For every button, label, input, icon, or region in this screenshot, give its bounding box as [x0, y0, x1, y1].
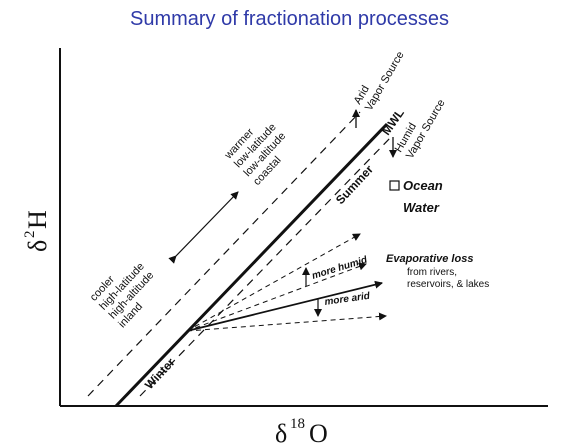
x-axis-label: δ 18 O	[275, 416, 328, 448]
evap-line-main	[186, 280, 383, 332]
evap-line-mid-humid	[186, 262, 367, 332]
ocean-water-marker	[389, 180, 400, 191]
svg-text:δ: δ	[23, 240, 52, 252]
more-humid-label: more humid	[311, 254, 370, 282]
mwl-line	[114, 122, 389, 408]
more-arid-label: more arid	[324, 291, 372, 308]
ocean-label: Ocean	[403, 178, 443, 193]
evaporative-loss-sub-2: reservoirs, & lakes	[407, 279, 489, 290]
svg-text:2: 2	[22, 231, 38, 239]
svg-text:18: 18	[290, 416, 305, 432]
evaporative-loss-sub-1: from rivers,	[407, 267, 457, 278]
svg-text:δ: δ	[275, 419, 287, 448]
svg-text:Vapor Source: Vapor Source	[363, 49, 407, 113]
y-axis-label: δ 2 H	[22, 210, 52, 252]
cooler-label: cooler high-latitude high-altitude inlan…	[88, 260, 157, 330]
evap-line-arid	[186, 312, 387, 332]
evap-line-humid	[186, 233, 361, 332]
arid-vapor-label: Arid Vapor Source	[352, 49, 407, 113]
lower-dashed-line	[139, 135, 393, 397]
page-title: Summary of fractionation processes	[129, 8, 450, 30]
warmer-label: warmer low-latitude low-altitude coastal	[222, 121, 288, 188]
svg-text:O: O	[309, 419, 328, 448]
summer-label: Summer	[333, 162, 376, 207]
humid-vapor-label: Humid Vapor Source	[393, 97, 448, 161]
temperature-double-arrow	[168, 191, 239, 264]
evaporative-loss-title: Evaporative loss	[386, 253, 473, 265]
water-label: Water	[403, 200, 440, 215]
svg-text:H: H	[23, 210, 52, 229]
